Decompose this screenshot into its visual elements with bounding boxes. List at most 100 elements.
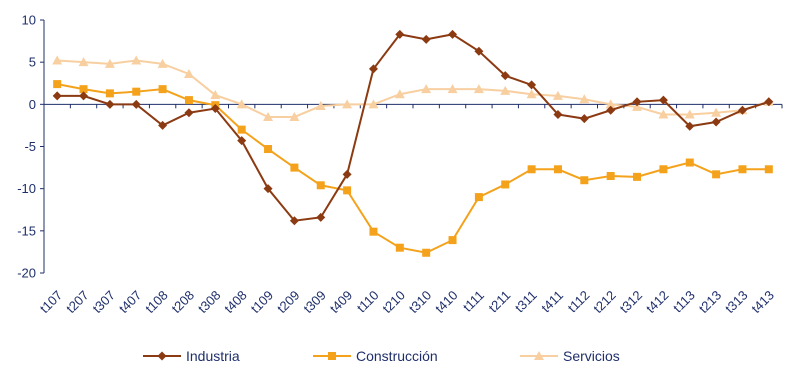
legend-label: Construcción (356, 348, 438, 364)
x-tick-label: t211 (486, 288, 514, 316)
data-point (184, 108, 194, 118)
x-tick-label: t112 (565, 288, 593, 316)
data-point (52, 55, 63, 65)
data-point (158, 120, 168, 130)
data-point (264, 145, 273, 154)
data-point (579, 94, 590, 104)
x-tick-label: t110 (354, 288, 382, 316)
data-point (316, 181, 325, 190)
data-point (79, 85, 88, 94)
y-tick-label: 10 (22, 13, 36, 28)
x-tick-label: t213 (696, 288, 725, 317)
x-tick-label: t408 (221, 288, 250, 317)
data-point (500, 71, 510, 81)
data-point (606, 105, 616, 115)
data-point (183, 68, 194, 78)
x-tick-label: t309 (300, 288, 329, 317)
x-tick-label: t207 (63, 288, 92, 317)
data-point (290, 163, 299, 172)
data-point (104, 58, 115, 68)
y-tick-label: -15 (17, 223, 36, 238)
data-point (422, 248, 431, 257)
data-point (685, 121, 695, 131)
data-point (210, 104, 220, 114)
legend-item: Industria (143, 348, 240, 364)
data-point (421, 84, 432, 94)
data-point (131, 55, 142, 65)
data-point (684, 109, 695, 119)
data-point (633, 172, 642, 181)
data-point (605, 99, 616, 109)
legend-label: Servicios (563, 348, 620, 364)
data-point (289, 111, 300, 121)
x-tick-label: t410 (432, 288, 461, 317)
x-tick-label: t209 (274, 288, 303, 317)
data-point (553, 109, 563, 119)
series-line (56, 83, 769, 254)
data-point (501, 180, 510, 189)
series-servicios (52, 55, 774, 121)
legend-marker (157, 351, 167, 361)
legend-marker (534, 351, 544, 360)
y-axis: 10 5 0 -5 -10 -15 -20 (17, 13, 45, 281)
series-line (57, 33, 770, 222)
x-tick-label: t113 (670, 288, 698, 316)
x-tick-label: t210 (379, 288, 408, 317)
data-point (263, 184, 273, 194)
data-point (448, 236, 457, 245)
x-tick-label: t107 (37, 288, 66, 317)
data-point (659, 165, 668, 174)
x-tick-label: t310 (406, 288, 435, 317)
data-point (79, 91, 89, 101)
data-point (105, 99, 115, 109)
y-tick-label: 0 (29, 97, 36, 112)
data-point (764, 165, 773, 174)
data-point (632, 97, 642, 107)
data-point (500, 85, 511, 95)
legend: Industria Construcción Servicios (143, 348, 620, 364)
data-point (448, 29, 458, 39)
x-tick-label: t411 (538, 288, 566, 316)
data-point (712, 170, 721, 179)
data-point (737, 105, 747, 115)
legend-item: Servicios (520, 348, 620, 364)
data-point (210, 90, 221, 100)
data-point (131, 99, 141, 109)
data-point (473, 84, 484, 94)
legend-label: Industria (186, 348, 240, 364)
x-tick-label: t208 (169, 288, 198, 317)
data-point (395, 29, 405, 39)
data-point (53, 80, 62, 89)
x-tick-label: t111 (460, 288, 487, 315)
data-point (263, 111, 274, 121)
data-point (579, 114, 589, 124)
x-tick-label: t313 (722, 288, 751, 317)
data-point (236, 99, 247, 109)
y-tick-label: 5 (29, 55, 36, 70)
x-tick-label: t109 (248, 288, 277, 317)
data-point (237, 125, 246, 134)
data-point (474, 46, 484, 56)
x-tick-label: t311 (512, 288, 540, 316)
data-point (447, 84, 458, 94)
x-tick-label: t308 (195, 288, 224, 317)
x-tick-label: t407 (116, 288, 145, 317)
data-point (394, 89, 405, 99)
data-point (158, 85, 167, 94)
data-point (632, 101, 643, 111)
data-point (711, 117, 721, 127)
data-point (342, 99, 353, 109)
x-tick-label: t307 (90, 288, 119, 317)
x-axis: t107t207t307t407t108t208t308t408t109t209… (37, 103, 783, 317)
data-point (421, 34, 431, 44)
data-point (368, 64, 378, 74)
data-point (342, 169, 352, 179)
data-point (658, 109, 669, 119)
data-point (368, 99, 379, 109)
y-tick-label: -10 (17, 181, 36, 196)
data-point (738, 165, 747, 174)
data-point (237, 136, 247, 146)
series-layer (52, 29, 774, 257)
y-tick-label: -5 (24, 139, 36, 154)
data-point (52, 91, 62, 101)
